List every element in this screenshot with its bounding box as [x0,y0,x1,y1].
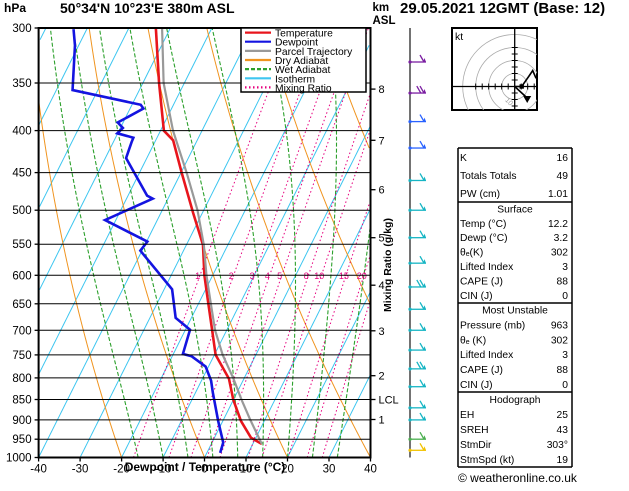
svg-text:12.2: 12.2 [548,219,568,230]
svg-text:7: 7 [379,135,385,147]
svg-text:0: 0 [562,380,568,391]
svg-text:303°: 303° [547,440,568,451]
svg-text:EH: EH [460,410,474,421]
svg-text:Pressure (mb): Pressure (mb) [460,321,525,332]
svg-text:1.01: 1.01 [548,189,568,200]
svg-text:40: 40 [364,464,377,476]
svg-text:Mixing Ratio (g/kg): Mixing Ratio (g/kg) [382,218,394,312]
svg-text:StmDir: StmDir [460,440,492,451]
svg-text:© weatheronline.co.uk: © weatheronline.co.uk [458,471,578,485]
svg-text:hPa: hPa [4,1,26,15]
svg-text:43: 43 [557,425,569,436]
svg-text:3: 3 [379,326,385,338]
svg-text:StmSpd (kt): StmSpd (kt) [460,455,514,466]
svg-text:400: 400 [12,126,31,138]
svg-text:1000: 1000 [6,453,32,465]
svg-text:88: 88 [557,365,569,376]
svg-text:-30: -30 [72,464,89,476]
svg-text:750: 750 [12,350,31,362]
svg-text:30: 30 [323,464,336,476]
svg-text:29.05.2021 12GMT (Base: 12): 29.05.2021 12GMT (Base: 12) [400,0,605,17]
svg-text:350: 350 [12,78,31,90]
svg-text:kt: kt [455,31,463,43]
svg-text:Lifted Index: Lifted Index [460,350,514,361]
svg-text:550: 550 [12,239,31,251]
svg-text:3.2: 3.2 [554,233,569,244]
svg-text:1: 1 [379,415,385,427]
svg-text:850: 850 [12,395,31,407]
svg-text:θₑ (K): θₑ (K) [460,335,486,346]
svg-text:Mixing Ratio: Mixing Ratio [275,83,332,94]
svg-text:450: 450 [12,168,31,180]
svg-text:50°34'N 10°23'E 380m ASL: 50°34'N 10°23'E 380m ASL [60,0,235,16]
svg-text:0: 0 [562,291,568,302]
svg-text:SREH: SREH [460,425,489,436]
svg-text:302: 302 [551,248,568,259]
svg-text:Lifted Index: Lifted Index [460,262,514,273]
svg-text:Dewp (°C): Dewp (°C) [460,233,508,244]
svg-text:2: 2 [379,371,385,383]
svg-text:800: 800 [12,373,31,385]
svg-text:ASL: ASL [373,15,396,27]
svg-text:3: 3 [562,262,568,273]
svg-text:PW (cm): PW (cm) [460,189,500,200]
svg-text:19: 19 [557,455,569,466]
svg-text:Dewpoint / Temperature (°C): Dewpoint / Temperature (°C) [125,460,286,474]
svg-text:600: 600 [12,270,31,282]
svg-text:6: 6 [379,185,385,197]
svg-text:-40: -40 [30,464,47,476]
svg-text:900: 900 [12,415,31,427]
svg-text:650: 650 [12,299,31,311]
svg-text:CIN (J): CIN (J) [460,380,493,391]
svg-text:16: 16 [557,153,569,164]
svg-text:Surface: Surface [497,204,533,215]
svg-text:km: km [373,2,390,14]
svg-text:963: 963 [551,321,568,332]
svg-text:CAPE (J): CAPE (J) [460,365,503,376]
svg-text:θₑ(K): θₑ(K) [460,248,483,259]
svg-text:700: 700 [12,325,31,337]
svg-text:Most Unstable: Most Unstable [482,306,548,317]
svg-text:8: 8 [379,84,385,96]
svg-text:950: 950 [12,434,31,446]
svg-text:K: K [460,153,467,164]
svg-text:CAPE (J): CAPE (J) [460,277,503,288]
svg-text:302: 302 [551,335,568,346]
svg-text:49: 49 [557,171,569,182]
svg-text:3: 3 [562,350,568,361]
svg-text:88: 88 [557,277,569,288]
svg-text:Hodograph: Hodograph [490,395,541,406]
svg-text:25: 25 [557,410,569,421]
svg-text:CIN (J): CIN (J) [460,291,493,302]
svg-text:Totals Totals: Totals Totals [460,171,516,182]
svg-text:300: 300 [12,23,31,35]
svg-text:LCL: LCL [379,395,399,407]
svg-text:500: 500 [12,205,31,217]
svg-text:Temp (°C): Temp (°C) [460,219,506,230]
